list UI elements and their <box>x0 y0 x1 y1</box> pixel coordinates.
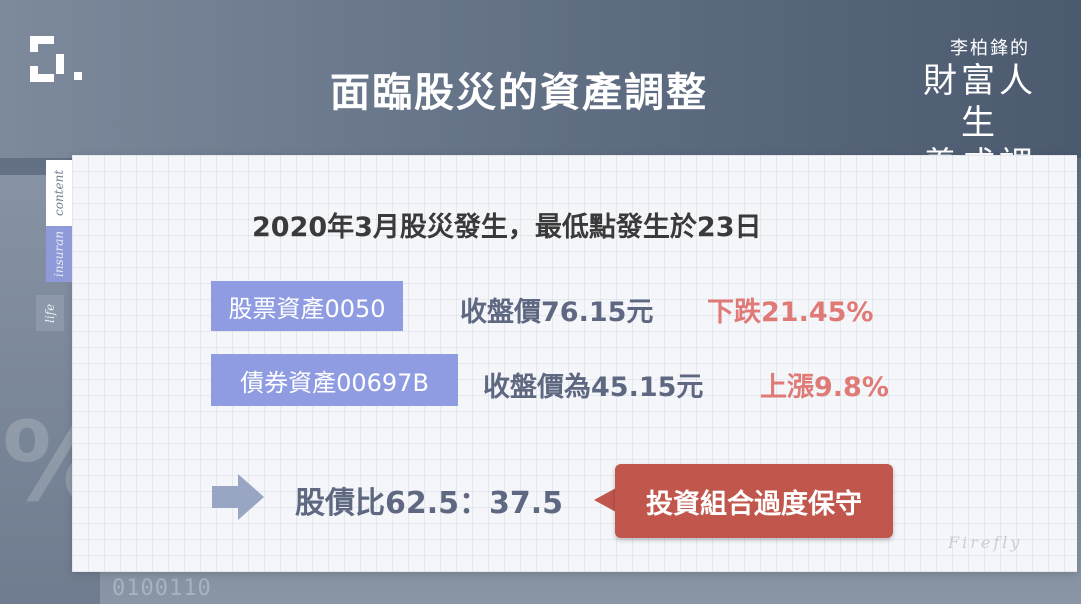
page-title: 面臨股災的資產調整 <box>330 70 708 116</box>
stock-bond-ratio: 股債比62.5：37.5 <box>295 486 564 521</box>
header-band <box>0 0 1081 158</box>
conclusion-callout: 投資組合過度保守 <box>615 464 893 538</box>
brand-title-line1: 財富人生 <box>923 61 1037 143</box>
bracket-logo-icon <box>30 36 82 82</box>
tab-life[interactable]: life <box>36 295 64 331</box>
tab-content[interactable]: content <box>46 160 72 226</box>
bond-close-price: 收盤價為45.15元 <box>483 372 704 403</box>
binary-decoration: 0100110 <box>112 576 212 601</box>
stock-change: 下跌21.45% <box>707 297 874 328</box>
brand-author: 李柏鋒的 <box>950 38 1030 59</box>
stock-close-price: 收盤價76.15元 <box>460 297 654 328</box>
arrow-right-icon <box>212 474 264 520</box>
headline: 2020年3月股災發生，最低點發生於23日 <box>252 212 762 243</box>
stock-asset-tag: 股票資產0050 <box>211 281 403 331</box>
bond-change: 上漲9.8% <box>760 372 889 403</box>
tab-insurance[interactable]: insuran <box>46 226 72 282</box>
bond-asset-tag: 債券資產00697B <box>211 354 458 406</box>
firefly-watermark: Firefly <box>948 533 1023 552</box>
callout-pointer <box>594 488 616 512</box>
